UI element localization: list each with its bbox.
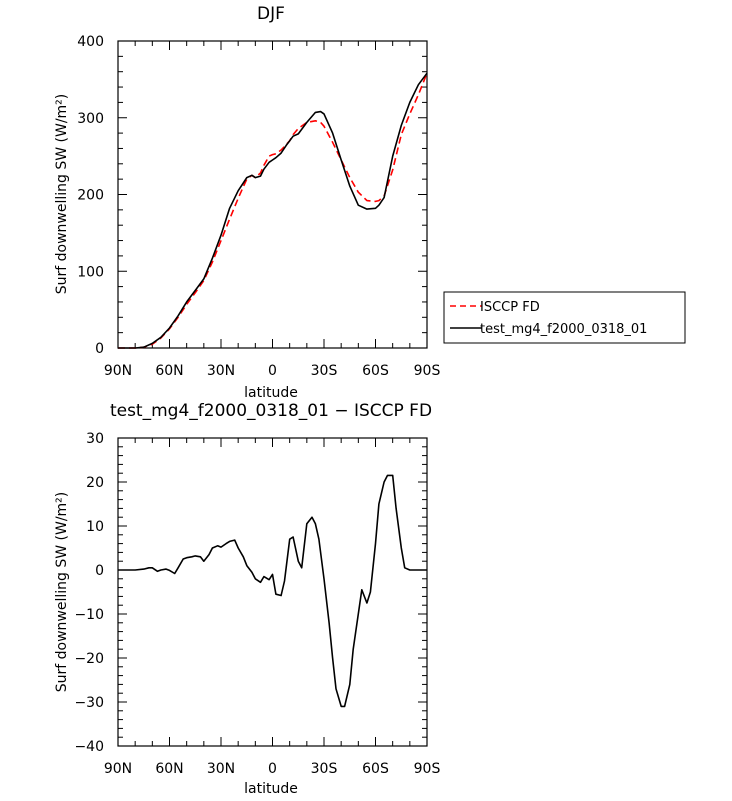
bottom-chart-y-tick-label: −30 [74, 695, 104, 711]
legend-box [443, 291, 686, 344]
top-chart-series-line-0 [118, 72, 428, 349]
top-chart-x-tick-label: 90S [414, 363, 441, 379]
bottom-chart-y-tick-label: 30 [86, 431, 104, 447]
bottom-chart-x-tick-label: 30N [207, 761, 235, 777]
top-chart-series-line-1 [118, 72, 428, 349]
top-chart-y-axis-label: Surf downwelling SW (W/m²) [54, 94, 70, 295]
bottom-chart-x-tick-label: 90N [104, 761, 132, 777]
bottom-chart-x-axis-label: latitude [244, 781, 298, 797]
bottom-chart-x-tick-label: 90S [414, 761, 441, 777]
bottom-chart-y-tick-label: 10 [86, 519, 104, 535]
top-chart-legend: ISCCP FD test_mg4_f2000_0318_01 [443, 291, 686, 344]
legend-label-isccp-fd: ISCCP FD [480, 300, 540, 315]
top-chart-plot-frame [117, 40, 428, 349]
bottom-chart-x-tick-label: 30S [311, 761, 338, 777]
bottom-chart-y-tick-label: −10 [74, 607, 104, 623]
top-chart-y-tick-label: 400 [77, 34, 104, 50]
bottom-chart-y-axis-label: Surf downwelling SW (W/m²) [54, 492, 70, 693]
bottom-chart-y-tick-label: −20 [74, 651, 104, 667]
bottom-chart-y-tick-label: 0 [95, 563, 104, 579]
top-chart: DJF 90N 60N 30N 0 30S 60S 90S 0 100 200 300 400 lat… [54, 4, 686, 401]
bottom-chart-x-tick-label: 60N [155, 761, 183, 777]
top-chart-x-tick-label: 90N [104, 363, 132, 379]
top-chart-x-tick-label: 0 [268, 363, 277, 379]
top-chart-x-tick-label: 60N [155, 363, 183, 379]
bottom-chart-x-tick-label: 0 [268, 761, 277, 777]
bottom-chart-y-tick-label: 20 [86, 475, 104, 491]
top-chart-x-axis-label: latitude [244, 385, 298, 401]
top-chart-y-tick-label: 200 [77, 188, 104, 204]
top-chart-x-tick-label: 30S [311, 363, 338, 379]
bottom-chart-y-tick-label: −40 [74, 739, 104, 755]
bottom-chart: test_mg4_f2000_0318_01 − ISCCP FD 90N 60N… [54, 401, 440, 797]
top-chart-title: DJF [257, 4, 285, 24]
top-chart-x-tick-label: 30N [207, 363, 235, 379]
bottom-chart-title: test_mg4_f2000_0318_01 − ISCCP FD [110, 401, 432, 421]
legend-label-test-mg4: test_mg4_f2000_0318_01 [480, 322, 647, 337]
top-chart-y-tick-label: 300 [77, 111, 104, 127]
bottom-chart-x-tick-label: 60S [362, 761, 389, 777]
top-chart-y-tick-label: 100 [77, 264, 104, 280]
bottom-chart-series-line-0 [118, 474, 427, 708]
top-chart-x-tick-label: 60S [362, 363, 389, 379]
bottom-chart-plot-frame [117, 437, 428, 747]
top-chart-y-tick-label: 0 [95, 341, 104, 357]
